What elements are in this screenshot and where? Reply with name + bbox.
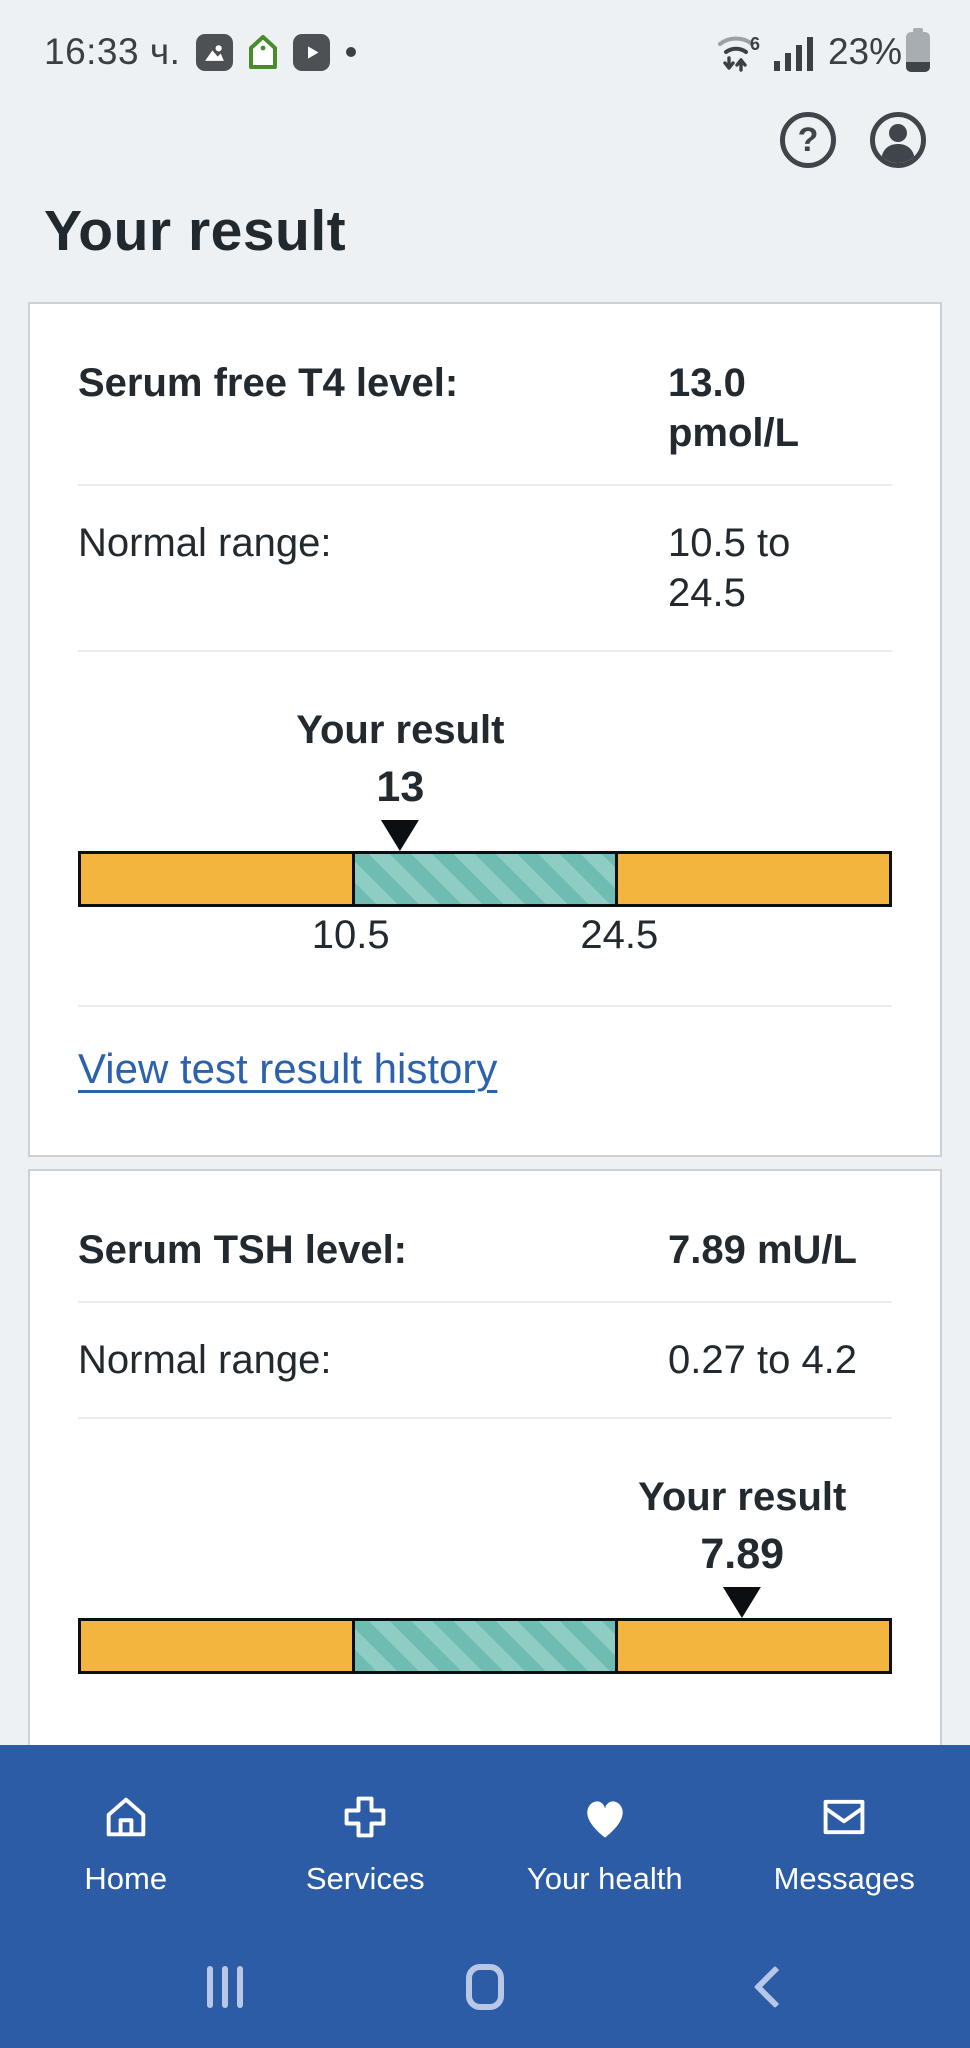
recents-icon xyxy=(207,1966,243,2008)
normal-range-label: Normal range: xyxy=(78,1338,332,1382)
nav-item-services[interactable]: Services xyxy=(246,1791,486,1897)
link-row: View test result history xyxy=(78,1005,892,1093)
test-result-value: 7.89 mU/L xyxy=(668,1228,857,1272)
marker-triangle-icon xyxy=(723,1587,762,1618)
nav-label: Services xyxy=(305,1861,425,1896)
normal-range-value: 0.27 to 4.2 xyxy=(668,1338,858,1382)
range-bar-chart-tsh: Your result 7.89 xyxy=(78,1475,892,1674)
back-chevron-icon xyxy=(753,1965,797,2009)
android-home-button[interactable] xyxy=(445,1957,525,2017)
normal-range-row: Normal range: 0.27 to 4.2 xyxy=(78,1303,892,1419)
bottom-navigation: Home Services Your health Messages xyxy=(0,1745,970,2048)
header-toolbar: ? xyxy=(0,112,926,168)
battery-icon xyxy=(906,28,930,72)
below-range-segment xyxy=(81,854,352,904)
marker-label: Your result xyxy=(296,708,505,752)
test-name-label: Serum TSH level: xyxy=(78,1228,408,1272)
normal-range-row: Normal range: 10.5 to 24.5 xyxy=(78,486,892,652)
marker-value: 13 xyxy=(376,763,425,811)
nav-item-your-health[interactable]: Your health xyxy=(485,1791,725,1897)
result-card-tsh: Serum TSH level: 7.89 mU/L Normal range:… xyxy=(28,1169,942,1796)
page-title: Your result xyxy=(44,199,347,263)
wifi-6-icon: 6 xyxy=(712,28,764,76)
range-tick-labels: 10.5 24.5 xyxy=(78,913,892,973)
normal-range-value: 10.5 to 24.5 xyxy=(668,521,791,615)
youtube-notification-icon xyxy=(293,33,331,71)
range-bar xyxy=(78,1618,892,1674)
back-button[interactable] xyxy=(735,1957,815,2017)
above-range-segment xyxy=(618,854,889,904)
help-button[interactable]: ? xyxy=(780,112,836,168)
test-result-value: 13.0 pmol/L xyxy=(668,361,800,455)
messages-envelope-icon xyxy=(823,1799,865,1835)
nav-item-home[interactable]: Home xyxy=(6,1791,246,1897)
marker-value: 7.89 xyxy=(700,1530,785,1578)
android-navigation-bar xyxy=(0,1957,970,2017)
below-range-segment xyxy=(81,1621,352,1671)
photos-notification-icon xyxy=(196,33,234,71)
result-row: Serum free T4 level: 13.0 pmol/L xyxy=(78,358,892,486)
result-card-t4: Serum free T4 level: 13.0 pmol/L Normal … xyxy=(28,302,942,1157)
more-notifications-dot-icon xyxy=(346,47,357,57)
signal-strength-icon xyxy=(772,31,818,73)
marker-triangle-icon xyxy=(381,820,420,851)
person-icon xyxy=(881,124,915,163)
normal-range-label: Normal range: xyxy=(78,521,332,565)
heart-icon xyxy=(587,1801,623,1838)
profile-button[interactable] xyxy=(870,112,926,168)
question-mark-icon: ? xyxy=(797,121,819,159)
result-row: Serum TSH level: 7.89 mU/L xyxy=(78,1225,892,1303)
above-range-segment xyxy=(618,1621,889,1671)
home-icon xyxy=(106,1797,146,1837)
recents-button[interactable] xyxy=(185,1957,265,2017)
svg-text:6: 6 xyxy=(750,34,760,54)
nav-label: Home xyxy=(84,1861,168,1896)
nav-item-messages[interactable]: Messages xyxy=(725,1791,965,1897)
range-bar xyxy=(78,851,892,907)
android-home-icon xyxy=(466,1964,504,2010)
test-name-label: Serum free T4 level: xyxy=(78,361,459,405)
nav-label: Your health xyxy=(526,1861,683,1896)
home-app-notification-icon xyxy=(243,32,283,72)
nav-label: Messages xyxy=(773,1861,915,1896)
battery-percent-label: 23% xyxy=(827,31,902,72)
range-bar-chart-t4: Your result 13 10.5 24.5 xyxy=(78,708,892,973)
high-tick-label: 24.5 xyxy=(580,913,659,957)
normal-range-segment xyxy=(351,854,619,904)
status-bar: 16:33 ч. 6 xyxy=(0,0,970,78)
result-marker-annotation: Your result 13 xyxy=(296,708,504,851)
low-tick-label: 10.5 xyxy=(311,913,390,957)
clock: 16:33 ч. xyxy=(44,31,181,72)
normal-range-segment xyxy=(351,1621,619,1671)
marker-label: Your result xyxy=(638,1475,847,1519)
view-history-link[interactable]: View test result history xyxy=(78,1045,498,1092)
services-cross-icon xyxy=(344,1796,386,1838)
result-marker-annotation: Your result 7.89 xyxy=(638,1475,846,1618)
